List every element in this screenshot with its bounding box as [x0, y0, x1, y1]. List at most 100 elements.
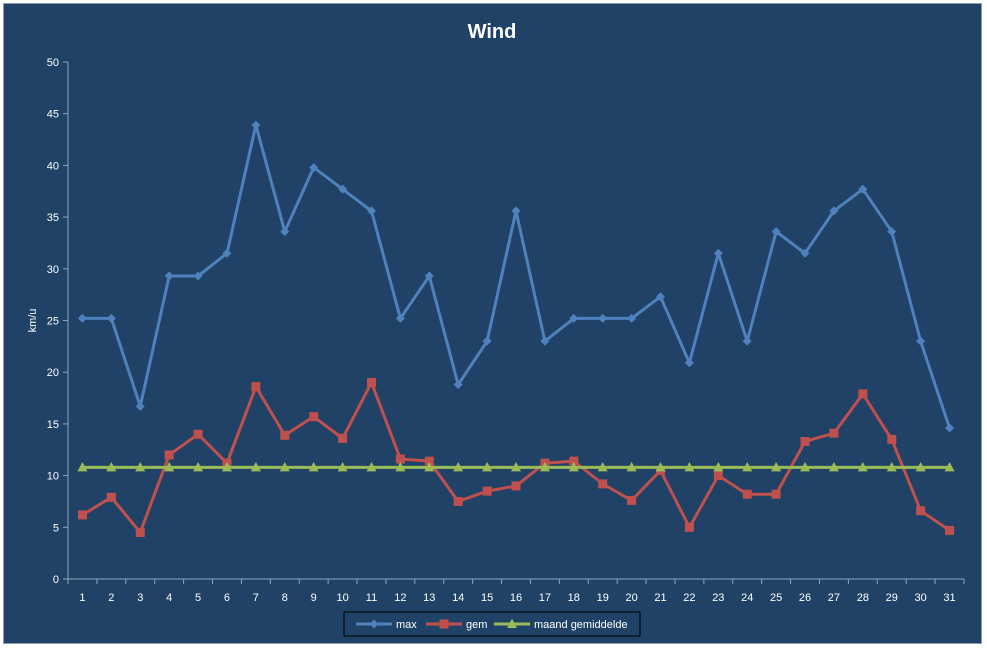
data-point	[800, 461, 811, 472]
data-point	[395, 454, 405, 464]
legend: max gem maand gemiddelde	[343, 611, 641, 637]
data-point	[366, 378, 376, 388]
data-point	[309, 412, 319, 422]
data-point	[453, 496, 463, 506]
y-tick-label: 45	[47, 109, 59, 121]
data-point	[164, 450, 174, 460]
y-tick-label: 10	[47, 471, 59, 483]
data-point	[482, 486, 492, 496]
data-point	[857, 461, 868, 472]
y-tick-label: 5	[53, 522, 59, 534]
data-point	[135, 401, 145, 411]
data-point	[684, 522, 694, 532]
data-point	[828, 461, 839, 472]
data-point	[135, 527, 145, 537]
data-point	[771, 227, 781, 237]
data-point	[77, 461, 88, 472]
x-tick-label: 12	[394, 592, 406, 604]
data-point	[858, 389, 868, 399]
data-point	[482, 461, 493, 472]
data-point	[944, 461, 955, 472]
data-point	[771, 489, 781, 499]
data-point	[597, 461, 608, 472]
data-point	[713, 248, 723, 258]
data-point	[511, 206, 521, 216]
series-line	[81, 381, 951, 534]
data-point	[280, 430, 290, 440]
x-tick-label: 10	[336, 592, 348, 604]
data-point	[540, 336, 550, 346]
x-tick-label: 28	[857, 592, 869, 604]
data-point	[539, 461, 550, 472]
data-point	[338, 433, 348, 443]
data-point	[424, 271, 434, 281]
data-point	[338, 184, 348, 194]
x-tick-label: 9	[311, 592, 317, 604]
data-point	[308, 461, 319, 472]
x-tick-label: 25	[770, 592, 782, 604]
y-tick-label: 40	[47, 160, 59, 172]
y-axis-title: km/u	[27, 309, 39, 333]
data-point	[395, 313, 405, 323]
x-tick-label: 15	[481, 592, 493, 604]
data-point	[569, 456, 579, 466]
series-layer	[77, 120, 955, 537]
data-point	[106, 461, 117, 472]
data-point	[713, 471, 723, 481]
y-tick-label: 15	[47, 419, 59, 431]
legend-marker	[369, 619, 379, 629]
x-tick-label: 7	[253, 592, 259, 604]
data-point	[626, 461, 637, 472]
x-tick-label: 11	[366, 592, 377, 604]
x-tick-label: 31	[943, 592, 955, 604]
data-point	[135, 461, 146, 472]
data-point	[77, 510, 87, 520]
legend-label: gem	[466, 619, 487, 631]
data-point	[251, 120, 261, 130]
legend-label: max	[396, 619, 417, 631]
data-point	[945, 423, 955, 433]
x-tick-label: 13	[423, 592, 435, 604]
data-point	[800, 436, 810, 446]
data-point	[309, 162, 319, 172]
x-tick-label: 23	[712, 592, 724, 604]
data-point	[568, 461, 579, 472]
data-point	[280, 227, 290, 237]
data-point	[279, 461, 290, 472]
data-point	[106, 313, 116, 323]
legend-marker	[507, 618, 517, 628]
series-2	[77, 461, 955, 472]
data-point	[916, 506, 926, 516]
data-point	[684, 358, 694, 368]
data-point	[424, 456, 434, 466]
data-point	[337, 461, 348, 472]
data-point	[829, 206, 839, 216]
data-point	[829, 428, 839, 438]
data-point	[511, 461, 521, 472]
legend-box	[343, 611, 641, 637]
x-tick-label: 19	[597, 592, 609, 604]
data-point	[511, 481, 521, 491]
data-point	[106, 492, 116, 502]
data-point	[424, 461, 435, 472]
x-tick-label: 22	[683, 592, 695, 604]
data-point	[655, 461, 666, 472]
x-tick-label: 2	[108, 592, 114, 604]
x-tick-label: 27	[828, 592, 840, 604]
series-1	[77, 378, 955, 537]
x-tick-label: 20	[625, 592, 637, 604]
x-tick-label: 4	[166, 592, 172, 604]
data-point	[482, 336, 492, 346]
series-line	[82, 123, 951, 429]
x-tick-label: 5	[195, 592, 201, 604]
legend-marker	[439, 619, 449, 629]
data-point	[164, 271, 174, 281]
data-point	[222, 248, 232, 258]
x-tick-label: 30	[915, 592, 927, 604]
data-point	[800, 248, 810, 258]
x-tick-label: 24	[741, 592, 753, 604]
y-tick-label: 0	[53, 574, 59, 586]
y-tick-label: 25	[47, 316, 59, 328]
